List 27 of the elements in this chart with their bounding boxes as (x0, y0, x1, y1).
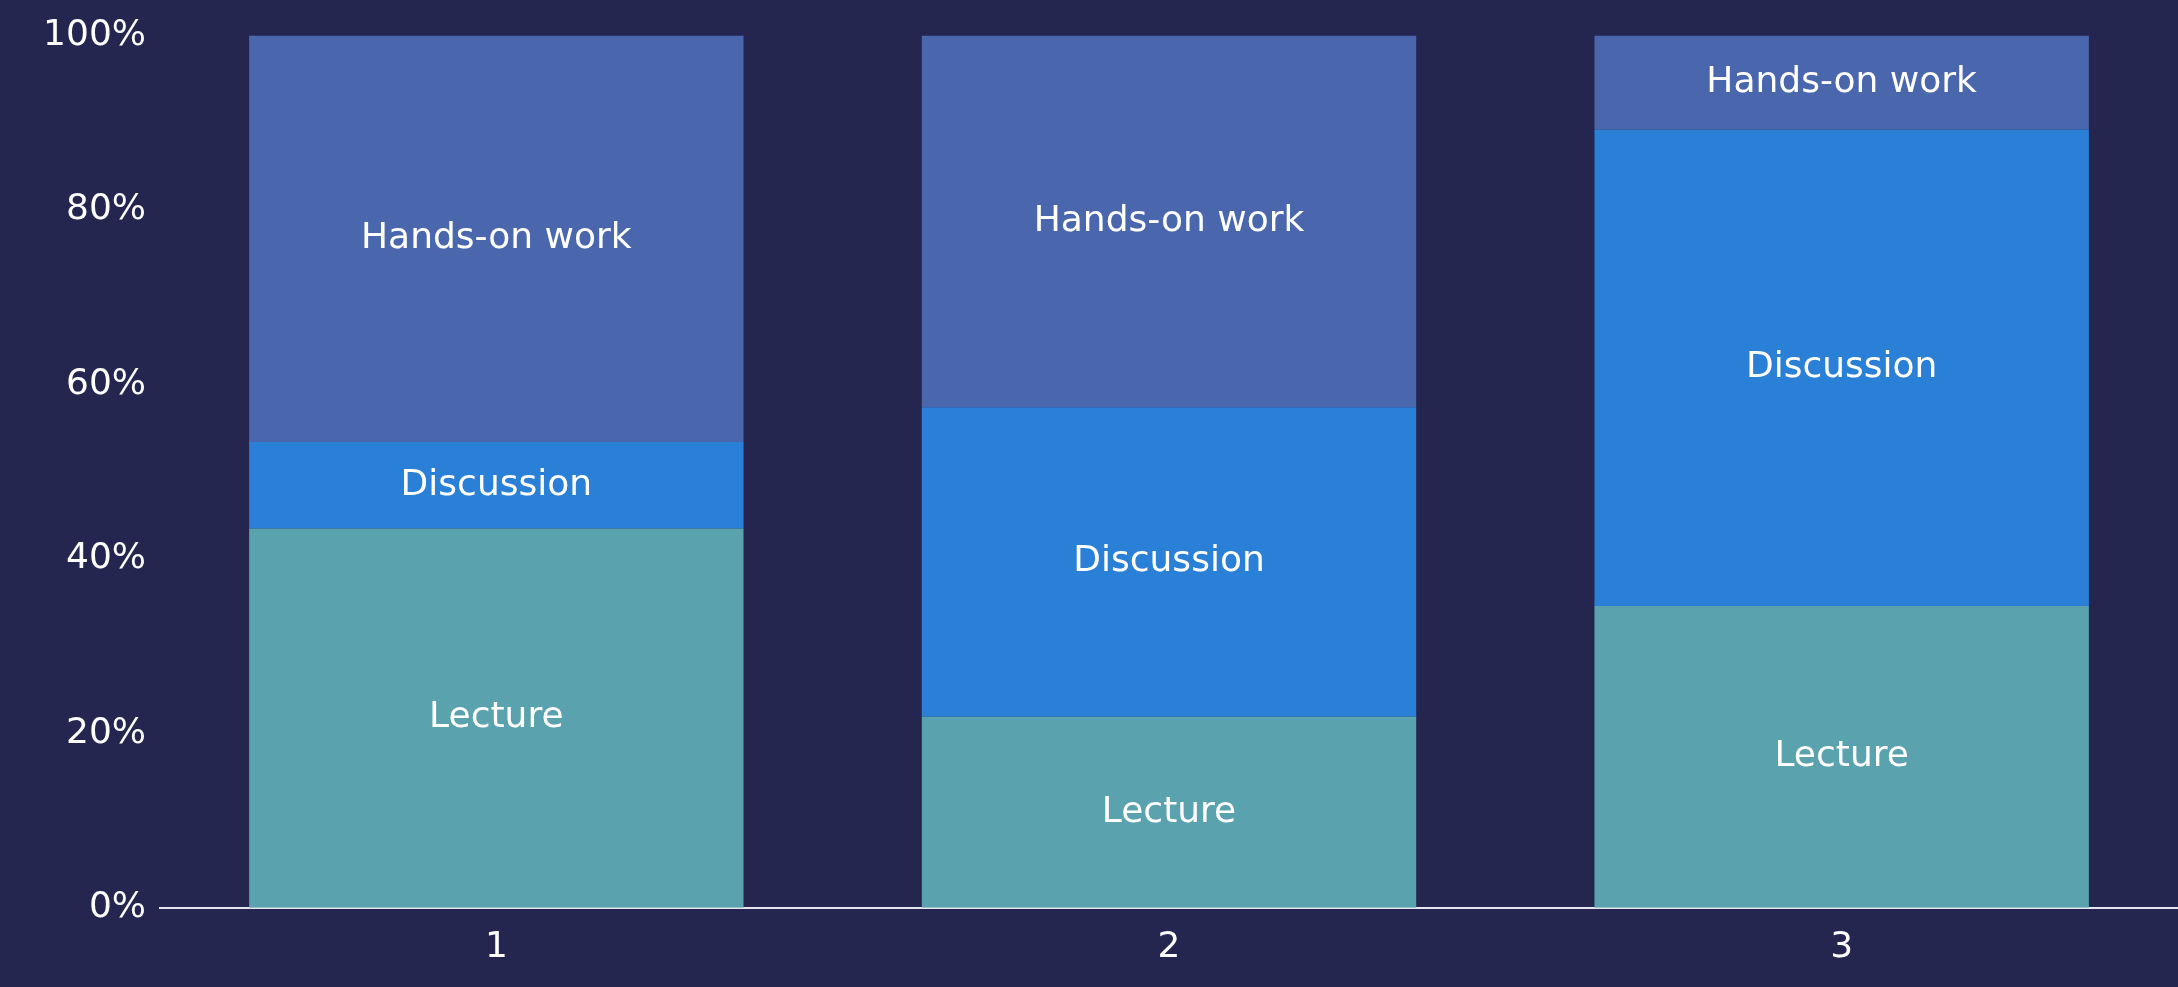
text: Hands-on work (361, 215, 632, 257)
y-tick-label: 20% (65, 709, 146, 751)
x-tick-label: 1 (484, 923, 508, 965)
bar (249, 528, 744, 908)
x-tick-label: 2 (1157, 923, 1181, 965)
y-tick-label: 100% (43, 11, 146, 53)
bar (921, 716, 1417, 908)
bar (1594, 606, 2089, 908)
series-label: Hands-on work (1706, 59, 1978, 101)
text: Lecture (1774, 733, 1909, 775)
text: Hands-on work (1033, 197, 1305, 239)
y-tick-label: 80% (65, 186, 146, 228)
bar (921, 407, 1417, 717)
text: Lecture (429, 694, 564, 736)
bar (1594, 35, 2089, 130)
text: Discussion (1073, 538, 1265, 580)
y-tick-label: 0% (88, 884, 146, 926)
bar (921, 35, 1417, 408)
y-tick-label: 40% (65, 535, 146, 577)
series-label: Lecture (1101, 788, 1237, 830)
series-label: Discussion (400, 461, 593, 503)
text: Discussion (1745, 344, 1938, 386)
x-tick-label: 3 (1830, 923, 1854, 965)
bar (1594, 129, 2089, 607)
bar (249, 35, 744, 443)
bar (249, 442, 744, 529)
y-tick-label: 60% (65, 360, 146, 402)
